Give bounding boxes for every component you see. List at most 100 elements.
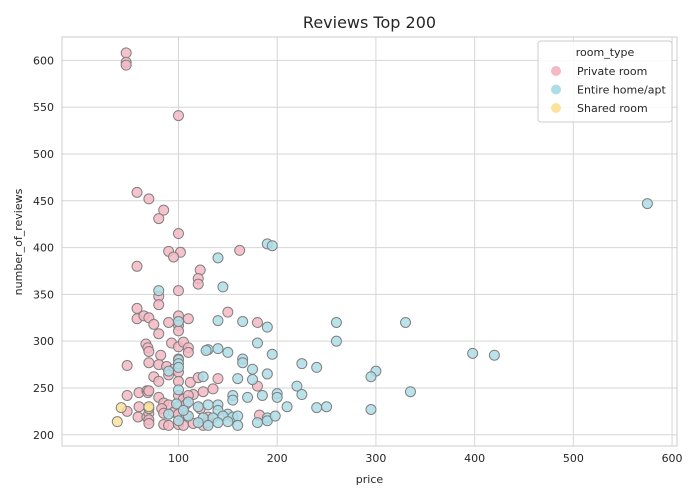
data-points — [111, 47, 653, 431]
data-point — [222, 416, 234, 428]
data-point — [281, 401, 293, 413]
x-tick-label: 100 — [168, 452, 189, 465]
data-point — [143, 357, 155, 369]
data-point — [242, 391, 254, 403]
data-point — [251, 316, 263, 328]
data-point — [269, 410, 281, 422]
data-point — [330, 316, 342, 328]
data-point — [261, 321, 273, 333]
data-point — [467, 347, 479, 359]
legend-marker — [551, 103, 561, 113]
y-tick-labels: 200 250 300 350 400 450 500 550 600 — [33, 54, 54, 441]
data-point — [171, 398, 183, 410]
data-point — [192, 417, 204, 429]
x-tick-label: 500 — [563, 452, 584, 465]
legend-marker — [551, 66, 561, 76]
y-tick-label: 500 — [33, 148, 54, 161]
series-2 — [111, 401, 155, 428]
data-point — [143, 418, 155, 430]
data-point — [172, 325, 184, 337]
data-point — [172, 415, 184, 427]
y-tick-label: 450 — [33, 195, 54, 208]
data-point — [237, 316, 249, 328]
data-point — [271, 391, 283, 403]
data-point — [184, 376, 196, 388]
data-point — [143, 385, 155, 397]
x-tick-label: 300 — [365, 452, 386, 465]
x-tick-label: 200 — [267, 452, 288, 465]
data-point — [182, 313, 194, 325]
data-point — [222, 306, 234, 318]
y-tick-label: 200 — [33, 429, 54, 442]
data-point — [296, 389, 308, 401]
data-point — [365, 403, 377, 415]
series-0 — [120, 47, 265, 431]
data-point — [177, 404, 189, 416]
data-point — [400, 316, 412, 328]
data-point — [163, 365, 175, 377]
data-point — [202, 419, 214, 431]
data-point — [202, 399, 214, 411]
y-tick-label: 550 — [33, 101, 54, 114]
plot-frame — [61, 36, 678, 447]
data-point — [172, 316, 184, 328]
data-point — [365, 371, 377, 383]
data-point — [404, 386, 416, 398]
legend-marker — [551, 84, 561, 95]
data-point — [172, 384, 184, 396]
data-point — [217, 281, 229, 293]
data-point — [212, 252, 224, 264]
y-tick-label: 300 — [33, 335, 54, 348]
legend-label: Private room — [577, 65, 647, 78]
data-point — [121, 360, 133, 372]
data-point — [120, 59, 132, 71]
data-point — [192, 278, 204, 290]
data-point — [207, 383, 219, 395]
data-point — [121, 389, 133, 401]
legend-box — [537, 40, 673, 123]
data-point — [131, 260, 143, 272]
data-point — [251, 337, 263, 349]
data-point — [163, 316, 175, 328]
legend-label: Shared room — [577, 102, 648, 115]
data-point — [311, 402, 323, 414]
data-point — [197, 371, 209, 383]
data-point — [291, 380, 303, 392]
data-point — [192, 401, 204, 413]
data-point — [143, 401, 155, 413]
legend-title: room_type — [576, 46, 635, 59]
data-point — [227, 394, 239, 406]
data-point — [212, 315, 224, 327]
data-point — [172, 228, 184, 240]
data-point — [182, 396, 194, 408]
data-point — [311, 361, 323, 373]
data-point — [247, 374, 259, 386]
y-tick-label: 600 — [33, 54, 54, 67]
x-tick-label: 600 — [662, 452, 683, 465]
legend: room_type Private room Entire home/apt Sha… — [537, 40, 673, 123]
data-point — [232, 410, 244, 422]
data-point — [153, 299, 165, 311]
data-point — [153, 213, 165, 225]
chart-title: Reviews Top 200 — [303, 13, 436, 32]
data-point — [172, 361, 184, 373]
data-point — [266, 240, 278, 252]
data-point — [131, 186, 143, 198]
data-point — [321, 401, 333, 413]
data-point — [153, 285, 165, 297]
data-point — [168, 251, 180, 263]
data-point — [234, 244, 246, 256]
data-point — [296, 358, 308, 370]
data-point — [266, 348, 278, 360]
series-1 — [153, 198, 653, 431]
y-tick-label: 250 — [33, 382, 54, 395]
data-point — [251, 417, 263, 429]
data-point — [158, 204, 170, 216]
data-point — [212, 417, 224, 429]
data-point — [232, 373, 244, 385]
data-point — [197, 386, 209, 398]
y-tick-label: 350 — [33, 288, 54, 301]
data-point — [247, 363, 259, 375]
x-tick-labels: 100 200 300 400 500 600 — [168, 452, 683, 465]
